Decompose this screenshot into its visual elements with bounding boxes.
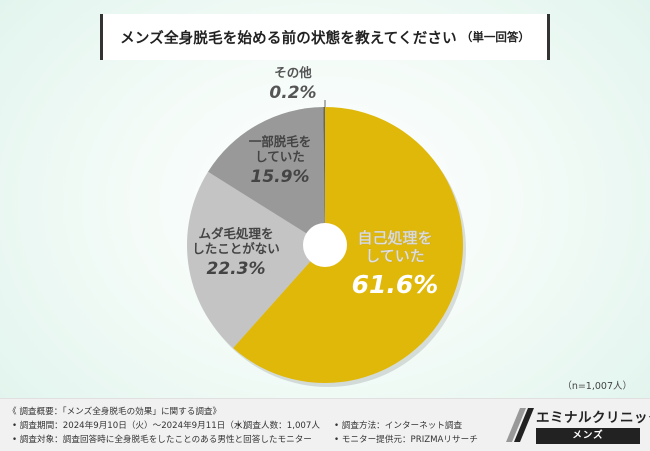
- pie-slice-0: [233, 107, 463, 383]
- slice-label-line: ムダ毛処理を: [198, 226, 273, 241]
- chart-title: メンズ全身脱毛を始める前の状態を教えてください: [120, 30, 457, 47]
- slice-label-line: していた: [255, 149, 305, 164]
- slice-value-label: 22.3%: [207, 259, 266, 279]
- footer-survey-title: 《 調査概要：「メンズ全身脱毛の効果」に関する調査》: [8, 407, 222, 417]
- chart-title-box: メンズ全身脱毛を始める前の状態を教えてください （単一回答）: [100, 14, 550, 60]
- pie-slice-3: [323, 107, 325, 245]
- slice-label-line: 自己処理を: [357, 229, 432, 247]
- logo-name: エミナルクリニック: [536, 410, 650, 426]
- logo-sub: メンズ: [536, 428, 640, 444]
- pie-chart: 自己処理をしていた61.6%ムダ毛処理をしたことがない22.3%一部脱毛をしてい…: [187, 65, 466, 387]
- pie-center-hole: [303, 223, 347, 267]
- clinic-logo: エミナルクリニック メンズ: [500, 402, 650, 448]
- slice-value-label: 0.2%: [269, 83, 316, 103]
- slice-label-3: その他 0.2%: [269, 65, 316, 103]
- pie-slice-1: [187, 171, 325, 348]
- chart-title-note: （単一回答）: [460, 30, 530, 44]
- footer-period: • 調査期間：2024年9月10日（火）〜2024年9月11日（水）: [12, 421, 252, 431]
- slice-label-line: したことがない: [192, 241, 280, 256]
- slice-label-line: していた: [365, 247, 425, 265]
- slice-value-label: 15.9%: [251, 167, 310, 187]
- sample-size-note: （n=1,007人）: [562, 381, 632, 392]
- footer-method: • 調査方法：インターネット調査: [334, 421, 463, 431]
- logo-mark-icon: [506, 408, 534, 442]
- slice-label-line: 一部脱毛を: [249, 134, 312, 149]
- footer-provider: • モニター提供元：PRIZMAリサーチ: [334, 435, 478, 445]
- pie-slice-2: [208, 107, 325, 245]
- slice-label-line: その他: [274, 65, 312, 80]
- slice-value-label: 61.6%: [352, 270, 439, 299]
- footer-count: • 調査人数：1,007人: [236, 421, 320, 431]
- footer-target: • 調査対象：調査回答時に全身脱毛をしたことのある男性と回答したモニター: [12, 435, 312, 445]
